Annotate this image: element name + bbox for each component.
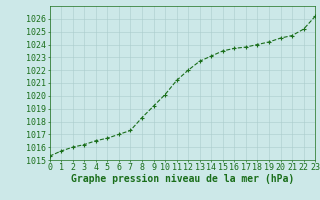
X-axis label: Graphe pression niveau de la mer (hPa): Graphe pression niveau de la mer (hPa) <box>71 174 294 184</box>
